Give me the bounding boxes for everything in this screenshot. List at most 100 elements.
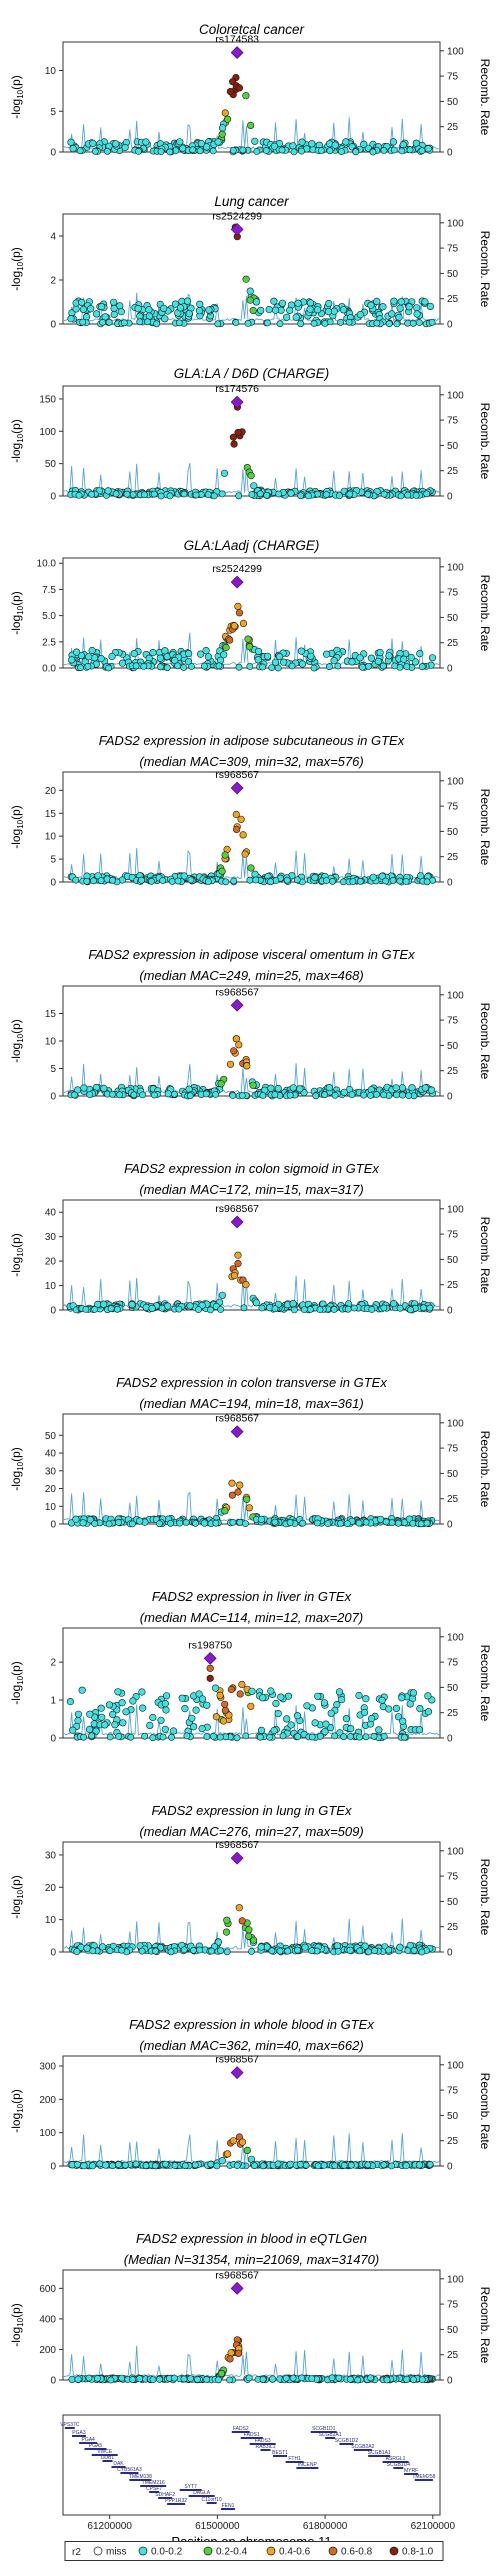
snp-point (327, 1709, 335, 1717)
y-tick-label: 7.5 (42, 585, 56, 596)
snp-point (389, 138, 398, 146)
recomb-tick-label: 75 (447, 416, 459, 427)
y-tick-label: 0 (50, 1092, 56, 1103)
snp-point (249, 1081, 257, 1089)
snp-point (82, 1306, 90, 1313)
snp-point (356, 311, 365, 319)
snp-point (181, 1704, 189, 1713)
snp-point (380, 1304, 388, 1312)
snp-point (136, 318, 144, 326)
snp-point (418, 147, 426, 155)
y-axis-label: -log10(p) (9, 1019, 25, 1063)
snp-point (142, 2162, 150, 2169)
snp-point (356, 1733, 363, 1741)
snp-point (178, 1694, 186, 1702)
recomb-tick-label: 100 (447, 1846, 464, 1857)
snp-point (320, 2161, 328, 2169)
snp-point (360, 1708, 369, 1717)
snp-point (274, 1709, 282, 1718)
snp-point (105, 318, 113, 326)
snp-point (247, 121, 255, 129)
snp-point (348, 1091, 356, 1098)
snp-point (111, 1721, 119, 1729)
snp-point (194, 1306, 202, 1313)
snp-point (395, 1519, 402, 1527)
snp-point (416, 649, 424, 658)
snp-point (356, 877, 364, 885)
snp-point (119, 1719, 127, 1727)
snp-point (238, 1680, 246, 1689)
gene-label: TMEM258 (412, 2474, 435, 2480)
snp-point (312, 1092, 320, 1100)
snp-point (274, 664, 282, 672)
y-tick-label: 300 (39, 2062, 56, 2073)
snp-point (183, 1732, 191, 1740)
snp-point (271, 1091, 279, 1099)
snp-point (109, 2162, 116, 2170)
snp-point (328, 2374, 336, 2382)
snp-point (214, 320, 222, 328)
snp-point (406, 1700, 414, 1708)
snp-point (380, 1091, 388, 1099)
legend-swatch (266, 2546, 276, 2556)
snp-point (148, 1304, 156, 1312)
snp-point (297, 647, 306, 655)
snp-point (204, 653, 212, 661)
snp-point (149, 2376, 157, 2383)
x-tick-label: 61500000 (195, 2521, 240, 2532)
snp-point (192, 1519, 199, 1527)
snp-point (362, 1695, 370, 1703)
snp-point (110, 304, 118, 313)
snp-point (88, 490, 96, 498)
snp-point (79, 318, 87, 326)
snp-point (257, 1726, 266, 1734)
snp-point (142, 138, 150, 146)
snp-point (149, 648, 157, 657)
snp-point (409, 1520, 417, 1527)
snp-point (85, 1725, 94, 1733)
recomb-tick-label: 25 (447, 122, 459, 133)
snp-point (141, 1732, 149, 1740)
snp-point (308, 140, 316, 148)
snp-point (118, 2374, 126, 2382)
snp-point (365, 662, 372, 670)
snp-point (216, 1691, 224, 1699)
snp-point (118, 1699, 126, 1707)
snp-point (102, 2161, 110, 2169)
snp-point (89, 139, 97, 147)
recomb-tick-label: 0 (447, 878, 453, 889)
recomb-tick-label: 25 (447, 1708, 459, 1719)
snp-point (138, 1947, 146, 1955)
snp-point (397, 298, 405, 306)
snp-point (171, 300, 179, 308)
panel-title: FADS2 expression in whole blood in GTEx (129, 2017, 374, 2032)
snp-point (308, 1733, 316, 1741)
panel-title: FADS2 expression in adipose subcutaneous… (99, 733, 405, 748)
recomb-tick-label: 25 (447, 1494, 459, 1505)
gene-label: PPP1R32 (165, 2498, 187, 2504)
snp-point (428, 318, 436, 326)
recomb-axis-label: Recomb. Rate (478, 1003, 492, 1080)
snp-point (237, 815, 245, 823)
recomb-tick-label: 25 (447, 1922, 459, 1933)
recomb-tick-label: 75 (447, 802, 459, 813)
snp-point (72, 1515, 80, 1523)
snp-point (282, 2374, 290, 2382)
y-tick-label: 10.0 (37, 559, 57, 570)
snp-point (226, 2355, 234, 2363)
recomb-axis-label: Recomb. Rate (478, 575, 492, 652)
panel-10: FADS2 expression in lung in GTEx (median … (9, 1803, 492, 1959)
snp-point (416, 1704, 424, 1713)
snp-point (321, 1091, 329, 1099)
recomb-tick-label: 0 (447, 1306, 453, 1317)
snp-point (388, 310, 396, 318)
snp-point (235, 2349, 243, 2357)
snp-point (376, 648, 384, 657)
snp-point (230, 1271, 239, 1280)
snp-point (390, 297, 398, 305)
panel-7: FADS2 expression in colon sigmoid in GTE… (9, 1161, 492, 1317)
y-axis-label: -log10(p) (9, 419, 25, 463)
snp-point (161, 647, 169, 655)
recomb-axis-label: Recomb. Rate (478, 1217, 492, 1294)
snp-point (268, 1947, 276, 1955)
